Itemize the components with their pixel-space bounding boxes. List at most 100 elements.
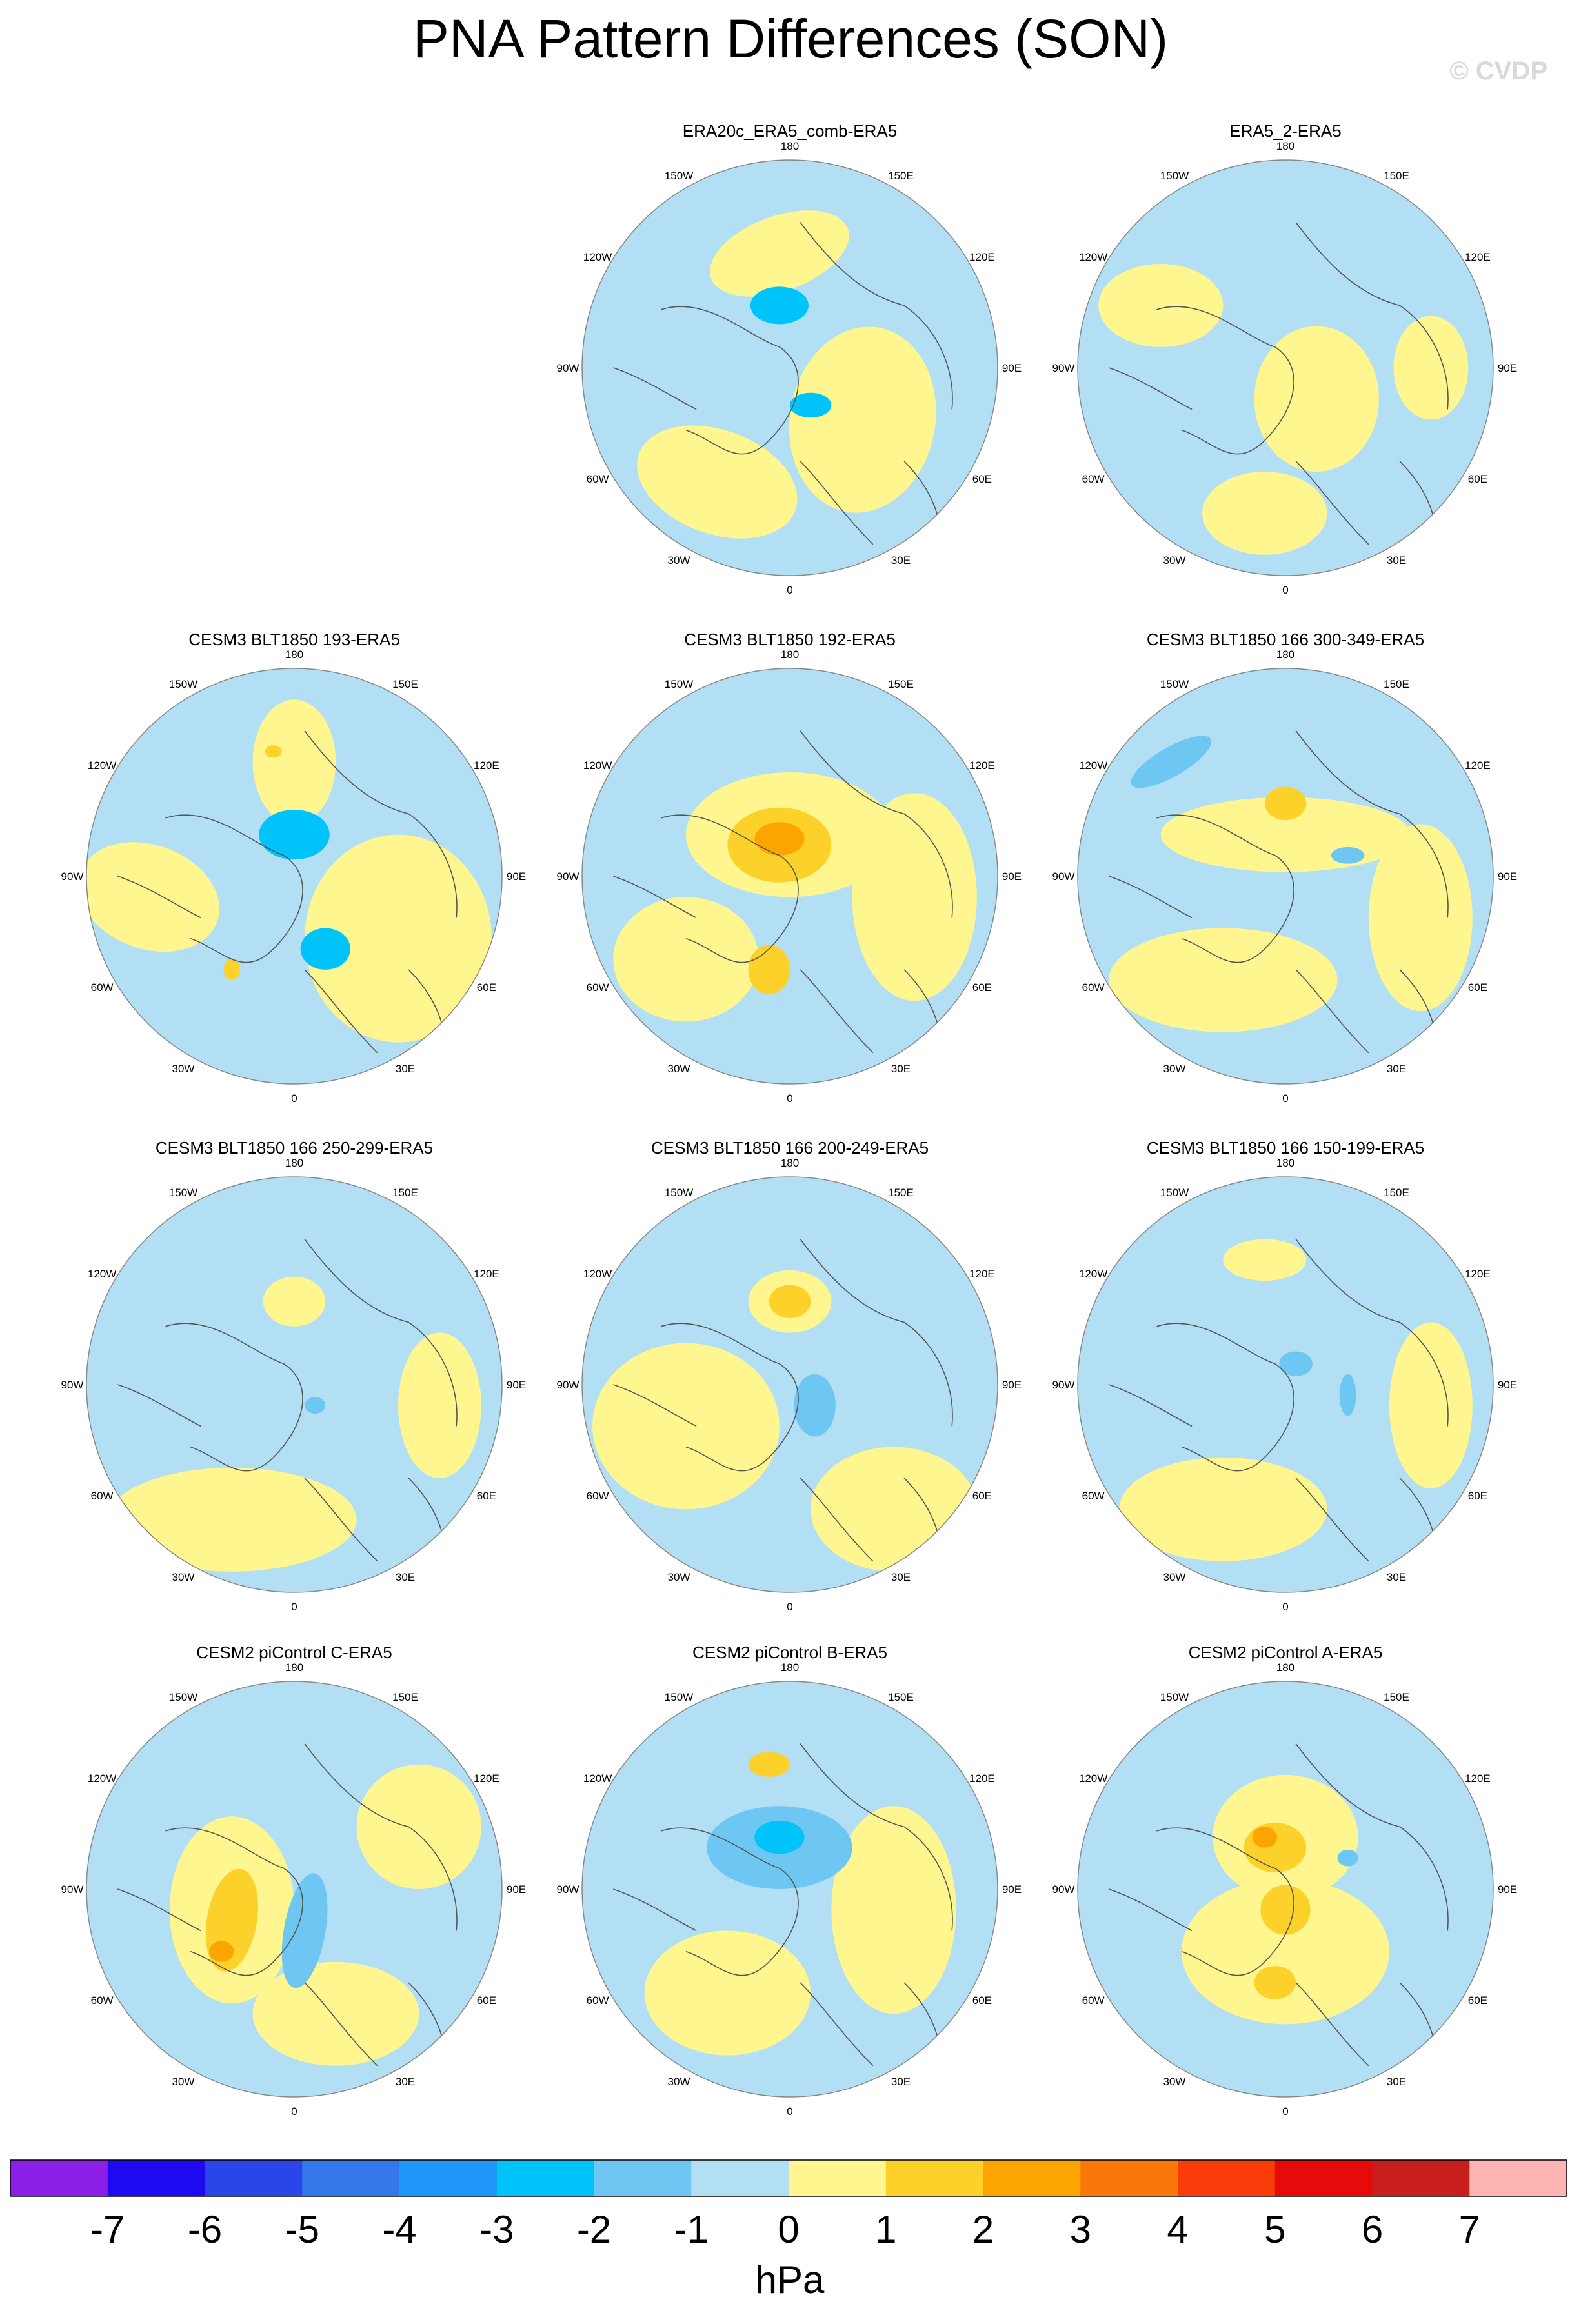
colorbar-swatch bbox=[691, 2160, 789, 2196]
coastline bbox=[800, 461, 874, 545]
anomaly-contour bbox=[259, 809, 330, 860]
coastline bbox=[165, 814, 303, 963]
longitude-label: 120E bbox=[1465, 1268, 1491, 1280]
anomaly-contour bbox=[748, 945, 790, 995]
map-border bbox=[1077, 1681, 1494, 2098]
anomaly-contour bbox=[1339, 1374, 1356, 1416]
anomaly-contour bbox=[252, 699, 336, 825]
coastline bbox=[661, 814, 799, 963]
longitude-label: 150E bbox=[888, 1187, 914, 1199]
anomaly-contour bbox=[644, 1930, 811, 2056]
longitude-label: 0 bbox=[1282, 1092, 1288, 1105]
longitude-label: 120E bbox=[474, 1268, 499, 1280]
longitude-label: 150W bbox=[169, 1187, 197, 1199]
coastline bbox=[1109, 1384, 1193, 1427]
anomaly-contour bbox=[300, 928, 350, 970]
longitude-label: 180 bbox=[1276, 1157, 1294, 1169]
coastline bbox=[613, 1888, 697, 1932]
longitude-label: 120W bbox=[1079, 1772, 1107, 1785]
longitude-label: 180 bbox=[1276, 140, 1294, 152]
anomaly-contour bbox=[1279, 1351, 1313, 1377]
anomaly-contour bbox=[1260, 1885, 1311, 1935]
longitude-label: 150E bbox=[392, 678, 418, 690]
coastline bbox=[304, 730, 458, 918]
colorbar-unit: hPa bbox=[756, 2258, 825, 2301]
longitude-label: 30W bbox=[1163, 1063, 1186, 1075]
longitude-label: 120E bbox=[969, 1268, 995, 1280]
longitude-label: 90W bbox=[61, 870, 84, 883]
coastline bbox=[1109, 876, 1193, 919]
colorbar-swatch bbox=[1469, 2160, 1567, 2196]
longitude-label: 180 bbox=[781, 648, 799, 661]
anomaly-contour bbox=[710, 210, 849, 297]
colorbar-tick: 4 bbox=[1167, 2208, 1188, 2251]
longitude-label: 60W bbox=[587, 473, 609, 485]
coastline bbox=[1156, 1323, 1294, 1472]
colorbar-tick: 6 bbox=[1362, 2208, 1383, 2251]
anomaly-contour bbox=[1202, 472, 1327, 555]
colorbar-swatch bbox=[594, 2160, 692, 2196]
coastline bbox=[613, 367, 697, 410]
anomaly-contour bbox=[305, 1397, 326, 1414]
longitude-label: 180 bbox=[1276, 648, 1294, 661]
longitude-label: 30E bbox=[1387, 2076, 1406, 2088]
longitude-label: 30E bbox=[891, 1063, 911, 1075]
longitude-label: 30E bbox=[891, 2076, 911, 2088]
longitude-label: 90E bbox=[1498, 362, 1517, 374]
longitude-label: 150W bbox=[1160, 170, 1189, 182]
longitude-label: 30E bbox=[396, 1571, 415, 1583]
coastline bbox=[1156, 306, 1294, 455]
colorbar-tick: 5 bbox=[1264, 2208, 1285, 2251]
anomaly-contour bbox=[754, 1820, 805, 1854]
longitude-label: 180 bbox=[285, 1157, 303, 1169]
colorbar-swatch bbox=[1274, 2160, 1373, 2196]
longitude-label: 120W bbox=[1079, 1268, 1107, 1280]
coastline bbox=[304, 1743, 458, 1931]
coastline bbox=[1156, 814, 1294, 963]
longitude-label: 120E bbox=[1465, 759, 1491, 772]
longitude-label: 180 bbox=[781, 1157, 799, 1169]
coastline bbox=[117, 1384, 201, 1427]
anomaly-contour bbox=[1331, 846, 1365, 864]
coastline bbox=[1295, 1478, 1369, 1562]
anomaly-contour bbox=[1337, 1849, 1358, 1867]
longitude-label: 60W bbox=[91, 1490, 114, 1502]
longitude-label: 0 bbox=[291, 1092, 297, 1105]
longitude-label: 180 bbox=[781, 1661, 799, 1674]
anomaly-contour bbox=[1131, 736, 1212, 788]
longitude-label: 60E bbox=[1468, 981, 1487, 994]
longitude-label: 60W bbox=[1082, 981, 1105, 994]
longitude-label: 90W bbox=[61, 1379, 84, 1391]
anomaly-contour bbox=[1098, 264, 1224, 347]
longitude-label: 30W bbox=[668, 1571, 690, 1583]
coastline bbox=[800, 222, 953, 410]
anomaly-contour bbox=[613, 897, 759, 1022]
colorbar-tick: -4 bbox=[382, 2208, 416, 2251]
longitude-label: 180 bbox=[1276, 1661, 1294, 1674]
longitude-label: 30E bbox=[891, 1571, 911, 1583]
anomaly-contour bbox=[223, 959, 241, 980]
coastline bbox=[800, 730, 953, 918]
longitude-label: 90E bbox=[507, 1379, 526, 1391]
coastline bbox=[661, 306, 799, 455]
longitude-label: 30E bbox=[891, 554, 911, 566]
longitude-label: 60E bbox=[972, 1490, 992, 1502]
anomaly-contour bbox=[208, 1941, 234, 1962]
longitude-label: 150W bbox=[169, 1691, 197, 1703]
longitude-label: 150W bbox=[665, 678, 693, 690]
panel-title: CESM3 BLT1850 166 200-249-ERA5 bbox=[651, 1138, 929, 1157]
longitude-label: 150E bbox=[1384, 1691, 1409, 1703]
longitude-label: 90E bbox=[1498, 1379, 1517, 1391]
coastline bbox=[165, 1323, 303, 1472]
longitude-label: 60E bbox=[972, 1994, 992, 2007]
anomaly-contour bbox=[637, 425, 798, 539]
anomaly-contour bbox=[1368, 824, 1473, 1012]
longitude-label: 60W bbox=[1082, 1994, 1105, 2007]
coastline bbox=[800, 1743, 953, 1931]
longitude-label: 60W bbox=[587, 1994, 609, 2007]
